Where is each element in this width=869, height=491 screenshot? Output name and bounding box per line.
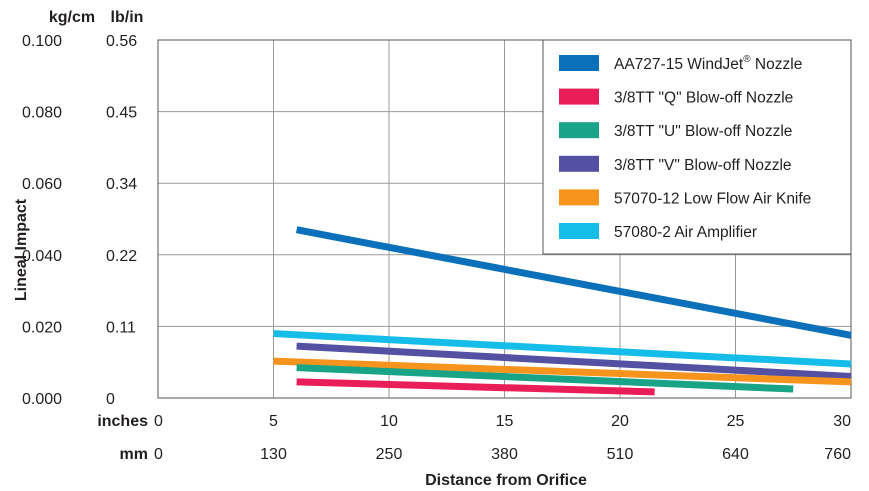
legend-swatch (559, 189, 599, 206)
series-lines (273, 226, 852, 396)
legend-swatch (559, 223, 599, 239)
y-tick-label-kg-cm: 0.000 (22, 391, 62, 408)
x-tick-label-mm: 380 (491, 446, 518, 463)
y-tick-label-kg-cm: 0.080 (22, 105, 62, 122)
legend-box (542, 39, 852, 255)
y-tick-labels: 0.000 0 0.020 0.11 0.040 0.22 0.060 0.34 0.080 0.… (22, 33, 137, 408)
y-tick-label-kg-cm: 0.040 (22, 248, 62, 265)
x-tick-labels: 0 0 5 130 10 250 15 380 20 510 25 640 30 760 (154, 413, 851, 463)
legend-label: 3/8TT "V" Blow-off Nozzle (614, 157, 792, 174)
x-tick-label-inches: 20 (611, 413, 629, 430)
series-line (273, 330, 852, 368)
x-tick-label-inches: 30 (833, 413, 851, 430)
legend-swatch (559, 88, 599, 105)
legend: AA727-15 WindJet® Nozzle 3/8TT "Q" Blow-o… (542, 39, 852, 255)
y-tick-label-lb-in: 0.11 (106, 319, 136, 336)
x-tick-label-mm: 760 (824, 446, 851, 463)
legend-swatch (559, 122, 599, 139)
series-line (296, 378, 655, 396)
y-unit-label-kg-cm: kg/cm (49, 9, 95, 26)
y-tick-label-lb-in: 0.56 (106, 33, 137, 50)
x-unit-label-inches: inches (97, 413, 148, 430)
x-tick-label-mm: 250 (376, 446, 403, 463)
series-line (295, 226, 852, 339)
legend-label: AA727-15 WindJet® Nozzle (614, 54, 802, 73)
y-tick-label-kg-cm: 0.020 (22, 319, 62, 336)
x-tick-label-mm: 640 (722, 446, 749, 463)
y-tick-label-kg-cm: 0.100 (22, 33, 62, 50)
series-line (296, 364, 794, 393)
legend-label: 57080-2 Air Amplifier (614, 224, 757, 241)
y-tick-label-lb-in: 0.34 (106, 176, 137, 193)
x-tick-label-inches: 0 (154, 413, 163, 430)
y-axis-title: Lineal Impact (13, 198, 30, 301)
x-tick-label-inches: 10 (380, 413, 398, 430)
legend-label: 57070-12 Low Flow Air Knife (614, 190, 811, 207)
y-tick-label-lb-in: 0.22 (106, 248, 137, 265)
x-tick-label-inches: 5 (269, 413, 278, 430)
legend-label: 3/8TT "U" Blow-off Nozzle (614, 123, 792, 140)
x-unit-label-mm: mm (120, 446, 148, 463)
legend-swatch (559, 155, 599, 172)
legend-label: 3/8TT "Q" Blow-off Nozzle (614, 90, 793, 107)
y-tick-label-kg-cm: 0.060 (22, 176, 62, 193)
y-tick-label-lb-in: 0.45 (106, 105, 137, 122)
x-axis-title: Distance from Orifice (425, 472, 587, 489)
y-tick-label-lb-in: 0 (106, 391, 115, 408)
x-tick-label-inches: 25 (727, 413, 745, 430)
x-tick-label-mm: 130 (260, 446, 287, 463)
x-tick-label-inches: 15 (496, 413, 514, 430)
series-line (273, 357, 852, 386)
legend-swatch (559, 55, 599, 71)
y-unit-label-lb-in: lb/in (111, 9, 144, 26)
series-line (296, 342, 852, 381)
x-tick-label-mm: 510 (607, 446, 634, 463)
x-tick-label-mm: 0 (154, 446, 163, 463)
